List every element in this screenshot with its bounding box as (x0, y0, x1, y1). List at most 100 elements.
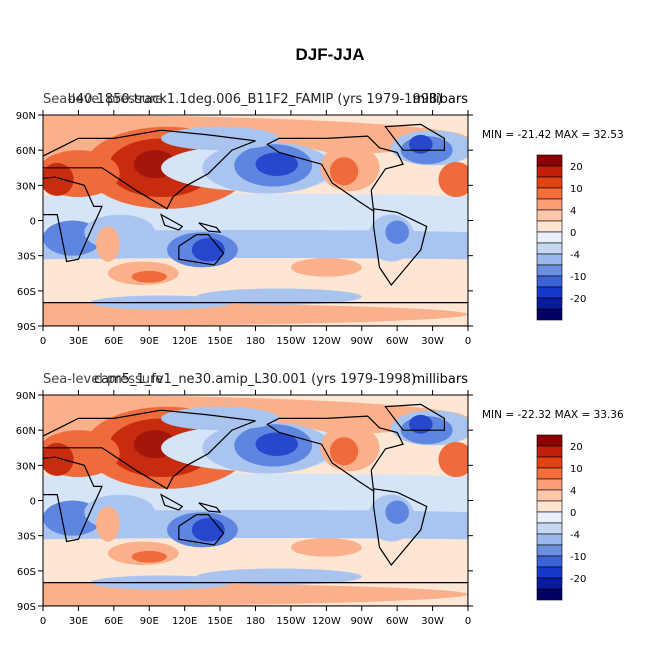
colorbar-swatch (536, 434, 563, 447)
x-tick-label: 30W (421, 616, 444, 627)
colorbar-swatch (536, 456, 563, 469)
panel-1-units: millibars (413, 92, 469, 107)
colorbar-swatch (536, 489, 563, 502)
y-tick-label: 0 (30, 497, 36, 508)
coastline (266, 415, 404, 493)
colorbar-swatch (536, 231, 563, 244)
colorbar-swatch (536, 445, 563, 458)
y-tick-label: 90S (17, 322, 36, 333)
colorbar-label: -4 (570, 530, 580, 541)
coastline (43, 176, 103, 263)
x-tick-label: 90W (350, 616, 373, 627)
coastline (373, 488, 428, 566)
colorbar-swatch (536, 209, 563, 222)
colorbar-swatch (536, 500, 563, 513)
x-tick-label: 30W (421, 336, 444, 347)
x-tick-label: 30E (69, 336, 88, 347)
panel-2-title-center: cam5_1_fv1_ne30.amip_L30.001 (yrs 1979-1… (94, 372, 416, 387)
panel-2: 0 30E 60E 90E 120E 150E 180 150W 120W 90W 60W 30W 09… (16, 372, 624, 627)
colorbar-label: -20 (570, 294, 586, 305)
pressure-anomaly-region (184, 308, 327, 321)
colorbar-swatch (536, 566, 563, 579)
coastline (160, 493, 184, 511)
x-tick-label: 60E (104, 616, 123, 627)
colorbar-label: 20 (570, 442, 583, 453)
pressure-anomaly-region (290, 538, 362, 557)
colorbar-swatch (536, 198, 563, 211)
colorbar-label: 10 (570, 184, 583, 195)
x-tick-label: 90E (140, 616, 159, 627)
pressure-anomaly-region (196, 568, 362, 585)
figure-title: DJF-JJA (296, 45, 365, 64)
pressure-anomaly-region (131, 270, 167, 283)
y-tick-label: 60N (16, 426, 36, 437)
x-tick-label: 180 (246, 336, 265, 347)
x-tick-label: 150E (207, 616, 232, 627)
colorbar-swatch (536, 275, 563, 288)
colorbar-swatch (536, 522, 563, 535)
x-tick-label: 0 (465, 616, 471, 627)
colorbar-swatch (536, 533, 563, 546)
pressure-anomaly-region (96, 506, 120, 542)
pressure-anomaly-region (438, 161, 468, 198)
pressure-anomaly-region (438, 441, 468, 478)
x-tick-label: 90E (140, 336, 159, 347)
colorbar-label: -10 (570, 552, 586, 563)
colorbar-swatch (536, 478, 563, 491)
x-tick-label: 90W (350, 336, 373, 347)
colorbar-label: 0 (570, 228, 576, 239)
coastline (198, 222, 222, 233)
coastline (160, 213, 184, 231)
x-tick-label: 120E (172, 616, 197, 627)
panel-1: 0 30E 60E 90E 120E 150E 180 150W 120W 90W 60W 30W 09… (16, 92, 624, 347)
pressure-anomaly-region (196, 288, 362, 305)
colorbar-label: -4 (570, 250, 580, 261)
pressure-anomaly-region (408, 134, 433, 154)
y-tick-label: 60N (16, 146, 36, 157)
x-tick-label: 0 (40, 616, 46, 627)
map-2: 0 30E 60E 90E 120E 150E 180 150W 120W 90W 60W 30W 09… (16, 390, 473, 627)
colorbar-swatch (536, 297, 563, 310)
pressure-anomaly-region (131, 550, 167, 563)
colorbar-swatch (536, 165, 563, 178)
pressure-anomaly-region (96, 226, 120, 262)
y-tick-label: 30N (16, 181, 36, 192)
pressure-anomaly-region (255, 152, 298, 176)
pressure-anomaly-region (43, 443, 74, 476)
pressure-anomaly-region (84, 494, 156, 530)
x-tick-label: 150E (207, 336, 232, 347)
colorbar-2: 20 10 4 0 -4 -10 -20 (536, 434, 586, 601)
panel-1-stats: MIN = -21.42 MAX = 32.53 (482, 129, 624, 141)
y-tick-label: 30S (17, 532, 36, 543)
x-tick-label: 120W (312, 336, 341, 347)
coastline (373, 208, 428, 286)
panel-1-title-left: Sea-level pressure (43, 92, 163, 107)
colorbar-swatch (536, 187, 563, 200)
pressure-anomaly-region (385, 220, 409, 244)
colorbar-swatch (536, 308, 563, 321)
pressure-anomaly-region (408, 414, 433, 434)
x-tick-label: 150W (276, 616, 305, 627)
colorbar-swatch (536, 286, 563, 299)
colorbar-swatch (536, 511, 563, 524)
x-tick-label: 120E (172, 336, 197, 347)
colorbar-swatch (536, 588, 563, 601)
coastline (198, 502, 222, 513)
colorbar-label: 20 (570, 162, 583, 173)
pressure-anomaly-region (184, 588, 327, 601)
colorbar-1: 20 10 4 0 -4 -10 -20 (536, 154, 586, 321)
x-tick-label: 0 (40, 336, 46, 347)
coastline (384, 123, 445, 151)
map-1: 0 30E 60E 90E 120E 150E 180 150W 120W 90W 60W 30W 09… (16, 110, 473, 347)
colorbar-label: -10 (570, 272, 586, 283)
y-tick-label: 90S (17, 602, 36, 613)
pressure-anomaly-region (161, 126, 280, 151)
colorbar-label: 10 (570, 464, 583, 475)
colorbar-swatch (536, 544, 563, 557)
x-tick-label: 60W (386, 616, 409, 627)
colorbar-swatch (536, 253, 563, 266)
coastline (43, 581, 468, 606)
colorbar-label: 0 (570, 508, 576, 519)
coastline (178, 234, 225, 266)
